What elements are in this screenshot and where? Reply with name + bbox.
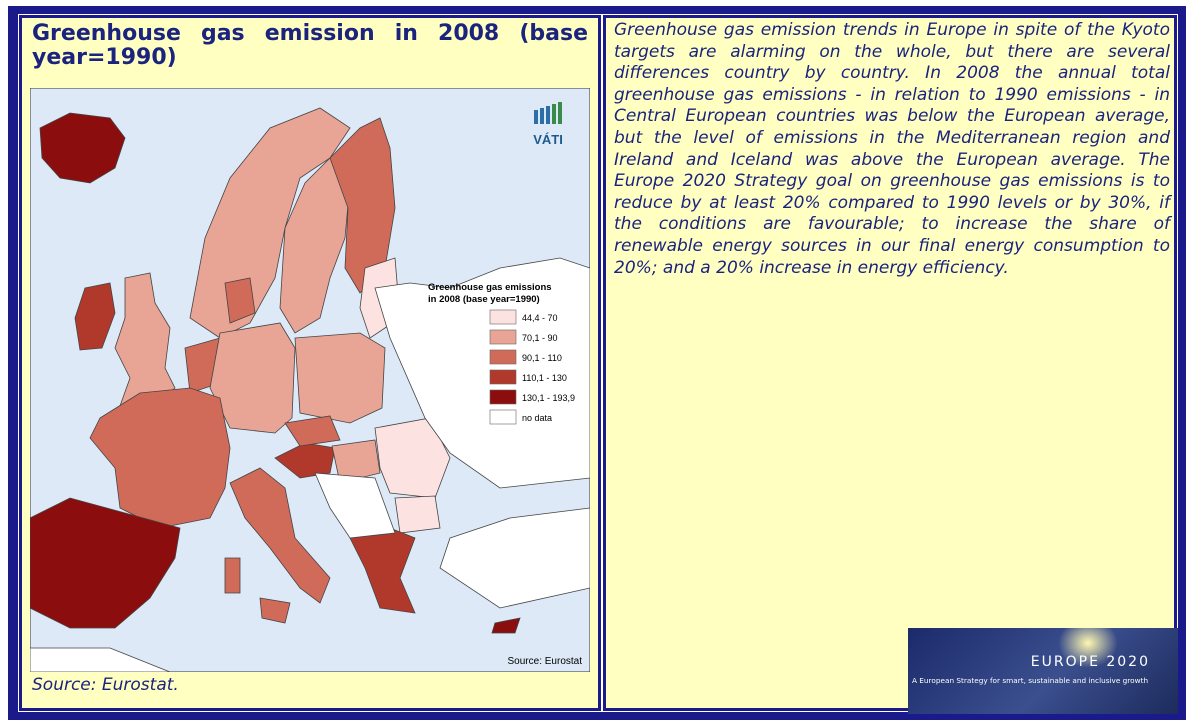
country [394, 495, 441, 534]
caption: Source: Eurostat. [32, 675, 179, 695]
legend-swatch [489, 389, 517, 405]
map-source: Source: Eurostat [508, 656, 583, 667]
legend-label: 90,1 - 110 [522, 353, 562, 363]
legend-swatch [489, 409, 517, 425]
country [491, 617, 521, 634]
logo-bar [546, 106, 550, 124]
banner-title: EUROPE 2020 [1030, 654, 1150, 670]
country [294, 332, 386, 424]
legend-swatch [489, 369, 517, 385]
country [30, 497, 181, 629]
page-frame: Greenhouse gas emission in 2008 (base ye… [8, 6, 1186, 720]
legend-swatch [489, 329, 517, 345]
country [224, 557, 241, 594]
country [329, 117, 396, 294]
legend-title: in 2008 (base year=1990) [428, 294, 540, 305]
country [229, 467, 331, 604]
left-panel: Greenhouse gas emission in 2008 (base ye… [18, 14, 602, 712]
legend-swatch [489, 309, 517, 325]
banner-glow [1058, 628, 1118, 668]
legend-label: no data [522, 413, 552, 423]
country [89, 387, 231, 529]
logo-bar [558, 102, 562, 124]
country [374, 257, 590, 489]
logo: VÁTI [533, 132, 563, 147]
country [259, 597, 291, 624]
country [439, 507, 590, 609]
logo-bar [534, 110, 538, 124]
country [331, 439, 381, 484]
country [30, 647, 171, 672]
title: Greenhouse gas emission in 2008 (base ye… [32, 21, 588, 70]
legend-label: 70,1 - 90 [522, 333, 558, 343]
country [224, 277, 256, 324]
legend-swatch [489, 349, 517, 365]
europe-2020-banner: EUROPE 2020 A European Strategy for smar… [908, 628, 1178, 714]
country [74, 282, 116, 351]
legend-label: 110,1 - 130 [522, 373, 567, 383]
logo-bar [552, 104, 556, 124]
country [209, 322, 296, 434]
description: Greenhouse gas emission trends in Europe… [614, 20, 1170, 278]
legend-label: 130,1 - 193,9 [522, 393, 575, 403]
legend-label: 44,4 - 70 [522, 313, 558, 323]
right-panel: Greenhouse gas emission trends in Europe… [602, 14, 1178, 714]
banner-subtitle: A European Strategy for smart, sustainab… [912, 676, 1149, 685]
legend-title: Greenhouse gas emissions [428, 282, 552, 293]
country [279, 157, 351, 334]
country [284, 415, 341, 447]
logo-bar [540, 108, 544, 124]
country [314, 472, 396, 539]
country [39, 112, 126, 184]
